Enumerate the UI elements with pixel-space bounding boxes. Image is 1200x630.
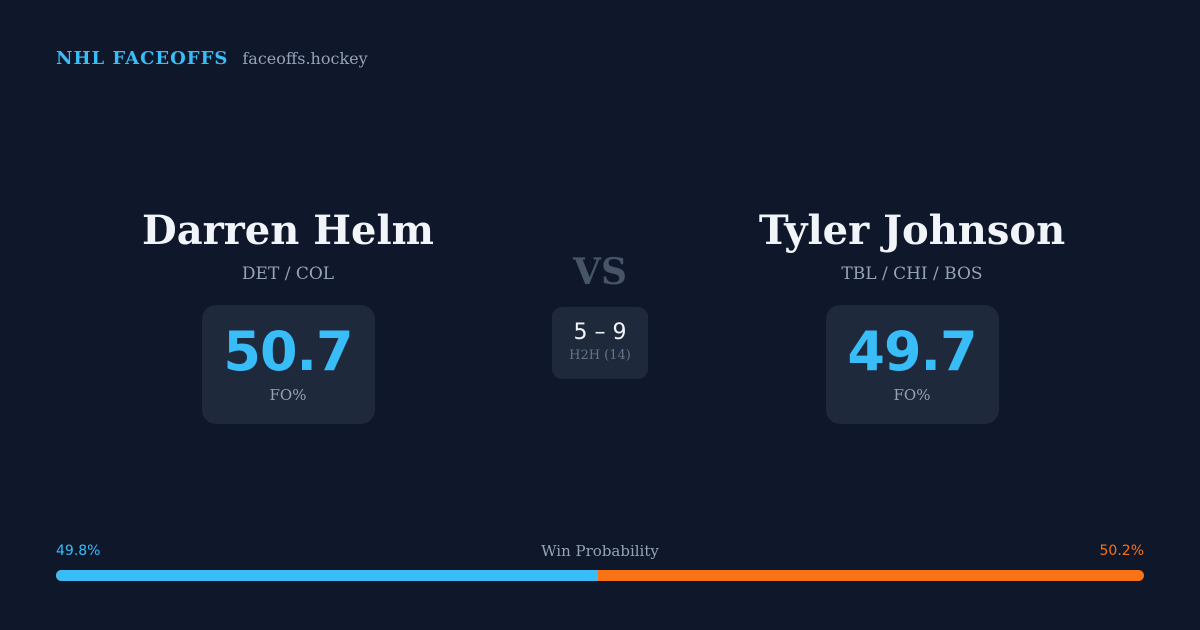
- player-left-fo-pct: 50.7: [223, 320, 353, 383]
- player-left-stat-card: 50.7 FO%: [201, 305, 375, 424]
- win-probability-right: 50.2%: [1099, 543, 1144, 559]
- player-left-fo-label: FO%: [269, 386, 307, 404]
- h2h-label: H2H (14): [569, 348, 631, 363]
- player-right-stat-card: 49.7 FO%: [825, 305, 999, 424]
- win-probability-bar: [56, 570, 1144, 581]
- h2h-card: 5 – 9 H2H (14): [552, 307, 648, 379]
- brand-name: NHL FACEOFFS: [56, 48, 229, 69]
- player-right-fo-label: FO%: [893, 386, 931, 404]
- player-right-teams: TBL / CHI / BOS: [841, 264, 983, 284]
- player-left-name: Darren Helm: [142, 207, 434, 254]
- player-right: Tyler Johnson TBL / CHI / BOS 49.7 FO%: [692, 205, 1132, 424]
- win-probability-fill: [56, 570, 598, 581]
- win-probability-title: Win Probability: [541, 542, 659, 560]
- player-left: Darren Helm DET / COL 50.7 FO%: [68, 205, 508, 424]
- h2h-score: 5 – 9: [573, 320, 627, 345]
- player-right-name: Tyler Johnson: [758, 207, 1066, 254]
- brand-domain: faceoffs.hockey: [242, 49, 368, 68]
- win-probability-left: 49.8%: [56, 543, 101, 559]
- vs-label: VS: [573, 251, 627, 293]
- player-right-fo-pct: 49.7: [847, 320, 977, 383]
- brand: NHL FACEOFFS faceoffs.hockey: [56, 48, 368, 69]
- player-left-teams: DET / COL: [241, 264, 335, 284]
